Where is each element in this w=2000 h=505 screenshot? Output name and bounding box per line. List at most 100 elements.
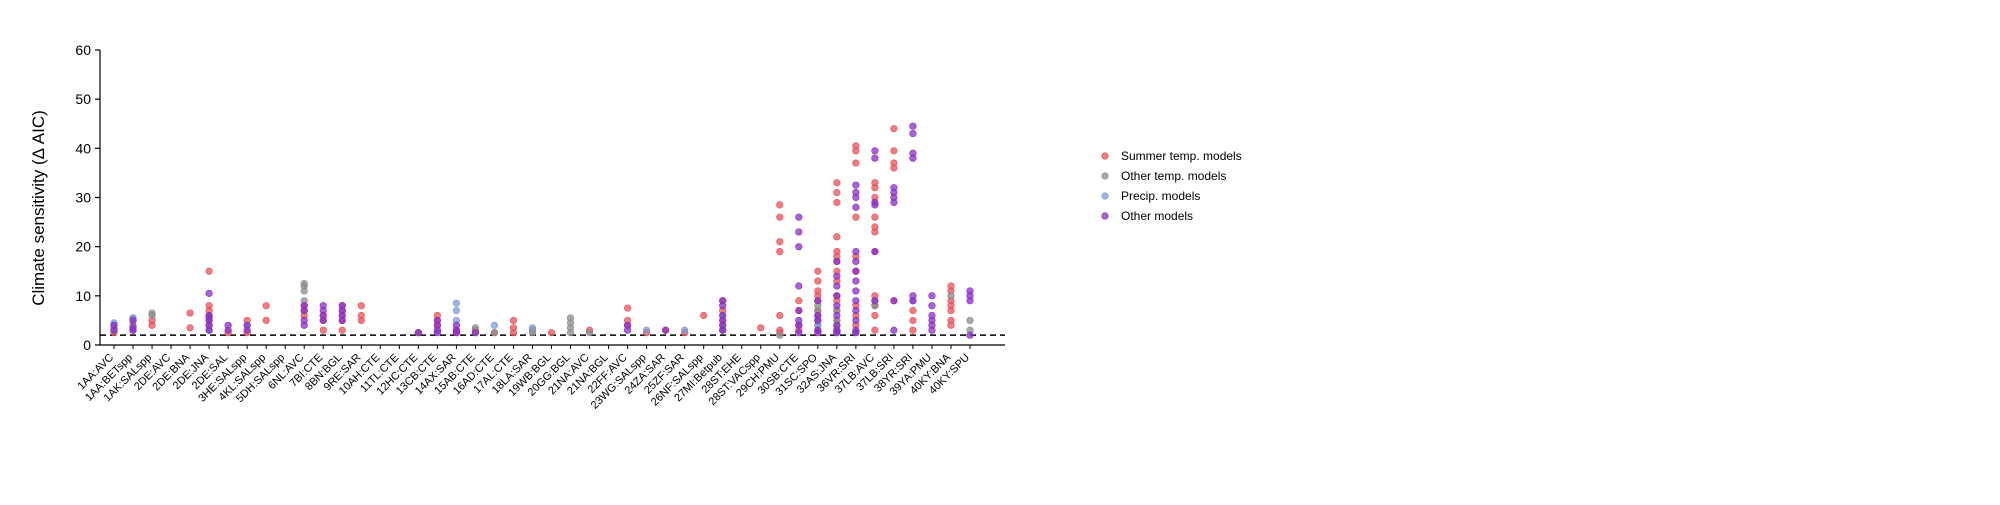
data-point (871, 311, 879, 320)
data-point (566, 314, 575, 322)
data-point (871, 223, 879, 231)
data-point (700, 311, 708, 320)
legend-label: Precip. models (1121, 189, 1200, 203)
data-point (300, 316, 308, 325)
data-point (433, 316, 441, 325)
data-point (757, 324, 765, 332)
y-tick-label: 10 (75, 288, 91, 304)
data-point (795, 297, 803, 305)
data-point (909, 326, 917, 334)
data-point (814, 311, 822, 320)
data-point (852, 142, 860, 150)
data-point (795, 306, 803, 315)
data-point (795, 316, 803, 325)
data-point (129, 316, 137, 325)
data-point (947, 282, 955, 290)
data-point (909, 149, 917, 157)
data-point (795, 329, 803, 337)
legend-marker (1101, 212, 1109, 220)
data-point (186, 324, 194, 332)
data-point (509, 316, 518, 325)
data-point (452, 321, 461, 329)
data-point (490, 321, 499, 329)
data-point (776, 201, 784, 209)
data-point (795, 228, 803, 236)
data-point (110, 321, 118, 329)
data-point (871, 247, 879, 256)
data-point (262, 302, 270, 310)
data-point (947, 316, 955, 325)
data-point (776, 238, 784, 246)
data-point (243, 321, 251, 329)
data-point (833, 198, 841, 207)
y-tick-label: 40 (75, 140, 91, 156)
data-point (719, 297, 727, 305)
data-point (224, 321, 232, 329)
data-point (852, 326, 860, 334)
data-point (776, 331, 784, 339)
data-point (357, 302, 365, 310)
data-point (776, 311, 784, 320)
data-point (129, 324, 137, 332)
data-point (719, 311, 727, 320)
axes-group: 01020304050601AA:AVC1AA:BETspp1AK:SALspp… (75, 42, 1005, 412)
data-point (909, 122, 917, 130)
data-point (909, 316, 917, 325)
data-point (795, 213, 803, 221)
y-tick-label: 50 (75, 91, 91, 107)
points-group (110, 122, 974, 339)
data-point (871, 198, 879, 207)
data-point (890, 125, 898, 133)
data-point (833, 302, 841, 310)
data-point (338, 326, 346, 334)
data-point (205, 267, 213, 275)
y-tick-label: 20 (75, 239, 91, 255)
data-point (947, 292, 955, 300)
data-point (833, 292, 841, 300)
data-point (186, 309, 194, 317)
data-point (833, 188, 841, 197)
data-point (681, 326, 689, 334)
data-point (871, 297, 879, 305)
data-point (509, 324, 518, 332)
data-point (300, 302, 308, 310)
data-point (852, 213, 860, 221)
data-point (909, 306, 917, 315)
data-point (966, 316, 974, 325)
data-point (852, 247, 860, 256)
legend-label: Other temp. models (1121, 169, 1226, 183)
data-point (928, 302, 936, 310)
legend: Summer temp. models Other temp. models Pre… (1101, 149, 1242, 223)
data-point (890, 297, 898, 305)
y-tick-label: 60 (75, 42, 91, 58)
data-point (852, 267, 860, 275)
data-point (833, 257, 841, 266)
data-point (262, 316, 270, 325)
data-point (852, 316, 860, 325)
data-point (833, 233, 841, 241)
data-point (852, 159, 860, 167)
data-point (528, 324, 537, 332)
legend-marker (1101, 152, 1109, 160)
data-point (871, 179, 879, 187)
data-point (585, 329, 594, 337)
data-point (890, 326, 898, 334)
y-axis-label: Climate sensitivity (Δ AIC) (29, 110, 48, 306)
data-point (852, 306, 860, 315)
data-point (814, 277, 822, 285)
data-point (205, 302, 213, 310)
data-point (890, 147, 898, 155)
data-point (547, 329, 556, 337)
data-point (909, 129, 917, 138)
data-point (852, 257, 860, 266)
data-point (338, 302, 346, 310)
legend-marker (1101, 192, 1109, 200)
data-point (795, 243, 803, 251)
data-point (662, 326, 670, 334)
data-point (833, 282, 841, 290)
data-point (852, 287, 860, 295)
data-point (814, 326, 822, 334)
data-point (814, 297, 822, 305)
